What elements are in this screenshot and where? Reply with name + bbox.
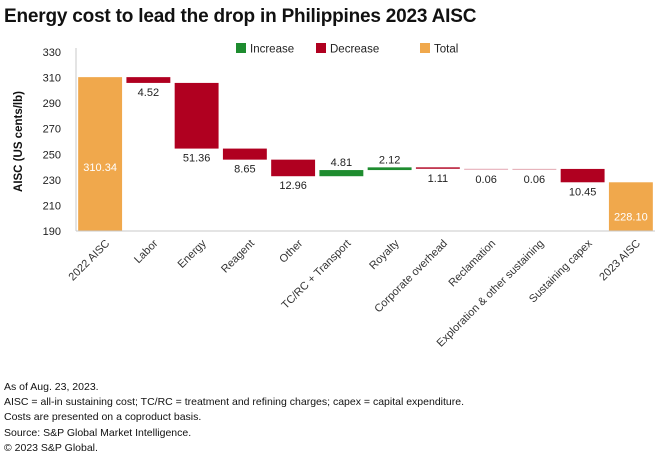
x-tick-label: 2023 AISC [597,238,643,284]
legend-swatch-increase [236,43,246,53]
footnote-source: Source: S&P Global Market Intelligence. [4,426,192,439]
bars: 310.34 4.52 51.36 8.65 12.96 4.81 2.12 1.11 0.06… [78,77,653,231]
bar-increase [319,170,364,177]
bar-decrease [222,148,267,160]
legend-item-decrease: Decrease [316,43,379,56]
y-tick-label: 190 [43,226,61,238]
legend-label: Decrease [330,44,379,56]
bar-decrease [512,168,557,170]
footnote-copyright: © 2023 S&P Global. [4,441,98,454]
legend: Increase Decrease Total [236,43,458,56]
y-tick-label: 290 [43,98,61,110]
legend-swatch-total [420,43,430,53]
bar-group: 4.81 [319,157,364,177]
footnote-date: As of Aug. 23, 2023. [4,381,99,393]
data-label: 1.11 [428,173,449,185]
data-label: 12.96 [279,180,307,192]
waterfall-chart: Increase Decrease Total 190 210 230 250 270 290… [13,43,655,349]
data-label: 4.52 [138,87,159,99]
bar-decrease [560,168,605,183]
bar-decrease [415,167,460,169]
y-tick-label: 310 [43,73,61,85]
data-label: 228.10 [614,212,648,224]
x-tick-label: 2022 AISC [67,238,113,284]
bar-group: 0.06 [512,168,557,186]
x-tick-label: Labor [132,237,161,266]
y-axis: 190 210 230 250 270 290 310 330 AISC (US cents/l… [13,47,77,238]
legend-swatch-decrease [316,43,326,53]
bar-group: 0.06 [464,168,509,186]
bar-increase [367,167,412,171]
bar-group: 228.10 [608,182,653,231]
bar-group: 310.34 [78,77,123,231]
x-tick-label: Royalty [367,237,402,272]
data-label: 0.06 [524,174,545,186]
data-label: 8.65 [234,164,255,176]
bar-group: 10.45 [560,168,605,198]
data-label: 310.34 [83,162,117,174]
bar-decrease [174,82,219,149]
legend-item-increase: Increase [236,43,294,56]
legend-item-total: Total [420,43,458,56]
footnote-abbreviations: AISC = all-in sustaining cost; TC/RC = t… [4,396,465,409]
y-tick-label: 230 [43,175,61,187]
bar-group: 1.11 [415,167,460,185]
legend-label: Increase [250,44,294,56]
y-tick-label: 210 [43,200,61,212]
y-tick-label: 270 [43,124,61,136]
data-label: 2.12 [379,154,400,166]
bar-group: 12.96 [271,159,316,192]
data-label: 4.81 [331,157,352,169]
bar-group: 51.36 [174,82,219,165]
x-tick-label: Energy [176,237,209,270]
x-tick-label: Other [277,237,305,265]
bar-decrease [464,168,509,170]
bar-group: 4.52 [126,77,171,99]
bar-decrease [271,159,316,177]
legend-label: Total [434,44,458,56]
bar-decrease [126,77,171,83]
chart-title: Energy cost to lead the drop in Philippi… [4,6,477,27]
bar-total [608,182,653,231]
y-axis-title: AISC (US cents/lb) [13,91,25,192]
footnotes: As of Aug. 23, 2023. AISC = all-in susta… [4,380,464,456]
y-tick-label: 330 [43,47,61,59]
data-label: 0.06 [475,174,496,186]
x-tick-label: Reagent [219,238,257,276]
data-label: 51.36 [183,153,211,165]
footnote-basis: Costs are presented on a coproduct basis… [4,411,202,424]
bar-group: 8.65 [222,148,267,176]
x-tick-label: Reclamation [447,238,499,290]
data-label: 10.45 [569,186,597,198]
bar-group: 2.12 [367,154,412,171]
bar-total [78,77,123,231]
y-tick-label: 250 [43,149,61,161]
